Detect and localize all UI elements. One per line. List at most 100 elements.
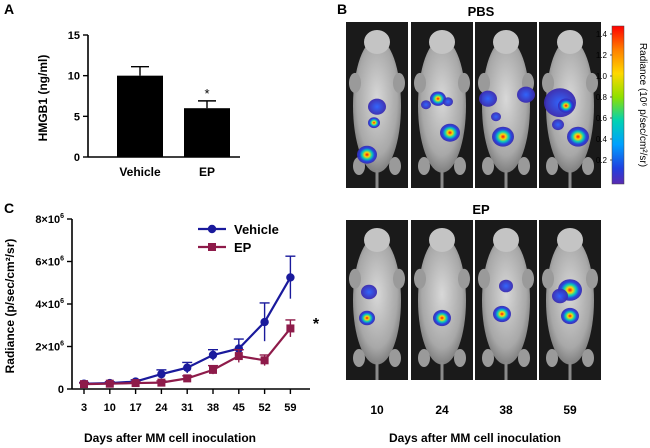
data-point bbox=[260, 317, 269, 327]
colorbar-title: Radiance (10⁶ p/sec/cm²/sr) bbox=[637, 43, 648, 167]
x-tick-label: 10 bbox=[104, 402, 116, 414]
bar-chart-ylabel: HMGB1 (ng/ml) bbox=[36, 55, 50, 142]
bioluminescence-signal bbox=[361, 284, 377, 300]
ep-mouse-image bbox=[346, 220, 408, 380]
x-tick-label: 38 bbox=[207, 402, 219, 414]
data-point bbox=[80, 380, 88, 389]
pbs-mouse-image bbox=[346, 22, 408, 188]
colorbar-tick-label: 1.2 bbox=[596, 51, 608, 60]
x-tick-label: 45 bbox=[233, 402, 245, 414]
legend-marker bbox=[208, 243, 216, 251]
mouse-head bbox=[493, 228, 519, 252]
series-vehicle bbox=[79, 255, 296, 388]
y-tick-exponent: 6 bbox=[60, 341, 64, 348]
mouse-head bbox=[429, 228, 455, 252]
mouse-paw bbox=[414, 72, 426, 93]
mouse-paw bbox=[393, 72, 405, 93]
data-point bbox=[157, 378, 166, 387]
mouse-paw bbox=[418, 349, 430, 367]
x-tick-label: 17 bbox=[129, 402, 141, 414]
mouse-paw bbox=[458, 72, 470, 93]
bioluminescence-signal bbox=[359, 310, 375, 326]
data-point bbox=[260, 356, 269, 365]
x-tick-label: 59 bbox=[284, 402, 296, 414]
y-tick-label: 2×106 bbox=[35, 341, 64, 354]
mouse-paw bbox=[546, 157, 558, 175]
mouse-paw bbox=[414, 268, 426, 289]
bioluminescence-signal bbox=[552, 288, 568, 304]
bioluminescence-signal bbox=[443, 97, 453, 107]
bioluminescence-signal bbox=[517, 86, 535, 103]
mouse-head bbox=[557, 228, 583, 252]
mouse-paw bbox=[349, 72, 361, 93]
colorbar-tick-label: 0.6 bbox=[596, 114, 608, 123]
mouse-paw bbox=[389, 157, 401, 175]
data-point bbox=[131, 379, 140, 388]
data-point bbox=[183, 374, 192, 383]
x-category-label: Vehicle bbox=[119, 165, 161, 179]
bioluminescence-signal bbox=[357, 145, 377, 164]
x-tick-label: 3 bbox=[81, 402, 87, 414]
data-point bbox=[105, 379, 114, 388]
y-tick-label: 10 bbox=[68, 71, 80, 83]
imaging-day-label: 24 bbox=[435, 403, 449, 417]
mouse-paw bbox=[393, 268, 405, 289]
colorbar-tick-label: 0.2 bbox=[596, 156, 608, 165]
y-tick-label: 4×106 bbox=[35, 298, 64, 311]
mouse-paw bbox=[586, 72, 598, 93]
mouse-head bbox=[557, 30, 583, 54]
data-point bbox=[208, 350, 218, 360]
bioluminescence-signal bbox=[368, 117, 380, 129]
pbs-group-label: PBS bbox=[468, 4, 495, 19]
legend-entry-ep: EP bbox=[198, 240, 252, 255]
imaging-day-label: 38 bbox=[499, 403, 513, 417]
legend-label: EP bbox=[234, 240, 252, 255]
bar-vehicle bbox=[117, 75, 163, 157]
mouse-paw bbox=[542, 268, 554, 289]
colorbar-tick-label: 1.0 bbox=[596, 72, 608, 81]
mouse-paw bbox=[586, 268, 598, 289]
bioluminescence-signal bbox=[491, 112, 501, 122]
mouse-paw bbox=[518, 157, 530, 175]
data-point bbox=[234, 352, 243, 361]
x-category-label: EP bbox=[199, 165, 215, 179]
mouse-paw bbox=[478, 268, 490, 289]
bioluminescence-signal bbox=[430, 91, 446, 106]
bioluminescence-signal bbox=[433, 309, 451, 327]
mouse-head bbox=[364, 228, 390, 252]
bar-chart-hmgb1: HMGB1 (ng/ml) 0 5 10 15 * Vehicle EP bbox=[36, 30, 240, 179]
mouse-paw bbox=[418, 157, 430, 175]
bioluminescence-signal bbox=[368, 98, 386, 115]
data-point bbox=[183, 363, 192, 372]
bioluminescence-signal bbox=[561, 307, 579, 325]
line-chart-ylabel: Radiance (p/sec/cm²/sr) bbox=[3, 239, 17, 374]
mouse-head bbox=[364, 30, 390, 54]
panel-letter-b: B bbox=[337, 1, 347, 17]
bar-ep bbox=[184, 108, 230, 157]
ep-mouse-image bbox=[411, 220, 473, 380]
colorbar-tick-label: 1.4 bbox=[596, 30, 608, 39]
pbs-mouse-image bbox=[539, 22, 601, 188]
colorbar-tick-label: 0.4 bbox=[596, 135, 608, 144]
y-tick-label: 5 bbox=[74, 111, 80, 123]
bioluminescence-signal bbox=[440, 123, 460, 142]
mouse-body bbox=[482, 236, 530, 365]
x-tick-label: 31 bbox=[181, 402, 193, 414]
line-chart-xlabel: Days after MM cell inoculation bbox=[84, 431, 256, 445]
mouse-head bbox=[493, 30, 519, 54]
bioluminescence-signal bbox=[479, 90, 497, 107]
panel-letter-c: C bbox=[4, 200, 14, 216]
pbs-mouse-image bbox=[475, 22, 537, 188]
panel-letter-a: A bbox=[4, 1, 14, 17]
series-ep bbox=[79, 319, 296, 389]
x-tick-label: 24 bbox=[155, 402, 168, 414]
ep-mouse-image bbox=[475, 220, 537, 380]
y-tick-label: 0 bbox=[58, 384, 64, 396]
imaging-xlabel: Days after MM cell inoculation bbox=[389, 431, 561, 445]
y-tick-label: 6×106 bbox=[35, 256, 64, 269]
bioluminescence-signal bbox=[499, 279, 513, 293]
legend-marker bbox=[207, 224, 217, 234]
mouse-paw bbox=[478, 72, 490, 93]
mouse-paw bbox=[546, 349, 558, 367]
